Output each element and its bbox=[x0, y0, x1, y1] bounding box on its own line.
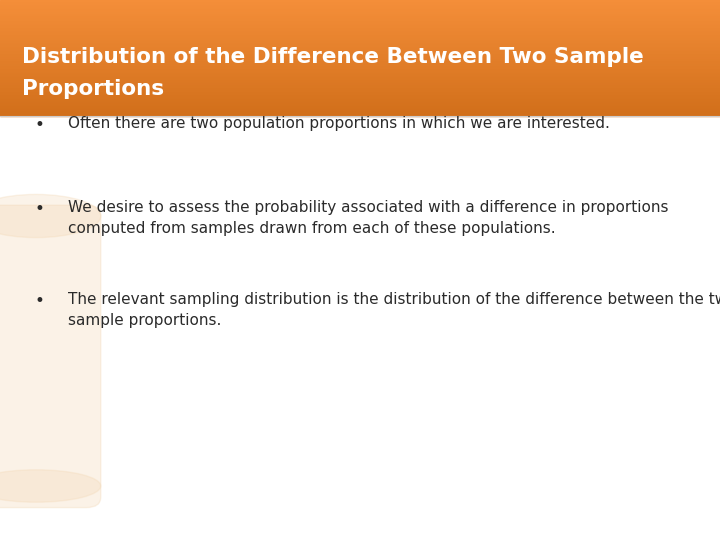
Bar bbox=[0, 113, 720, 114]
Bar bbox=[0, 26, 720, 28]
Bar bbox=[0, 87, 720, 89]
Text: The relevant sampling distribution is the distribution of the difference between: The relevant sampling distribution is th… bbox=[68, 292, 720, 328]
Bar bbox=[0, 71, 720, 72]
Bar bbox=[0, 29, 720, 30]
Bar bbox=[0, 53, 720, 55]
Bar bbox=[0, 0, 720, 2]
Text: Often there are two population proportions in which we are interested.: Often there are two population proportio… bbox=[68, 116, 611, 131]
Bar bbox=[0, 40, 720, 42]
Bar bbox=[0, 55, 720, 57]
Bar bbox=[0, 68, 720, 70]
Bar bbox=[0, 42, 720, 44]
Bar bbox=[0, 99, 720, 100]
Bar bbox=[0, 102, 720, 103]
Bar bbox=[0, 22, 720, 23]
Bar bbox=[0, 114, 720, 116]
Bar bbox=[0, 23, 720, 25]
Bar bbox=[0, 80, 720, 81]
Bar bbox=[0, 39, 720, 40]
Bar bbox=[0, 10, 720, 11]
Bar bbox=[0, 76, 720, 77]
Bar bbox=[0, 46, 720, 48]
Bar bbox=[0, 78, 720, 80]
Bar bbox=[0, 28, 720, 29]
Bar bbox=[0, 21, 720, 22]
Bar bbox=[0, 103, 720, 105]
Bar bbox=[0, 107, 720, 109]
Bar bbox=[0, 51, 720, 52]
Bar bbox=[0, 45, 720, 46]
Bar bbox=[0, 86, 720, 87]
Bar bbox=[0, 4, 720, 6]
Bar bbox=[0, 83, 720, 84]
Text: We desire to assess the probability associated with a difference in proportions
: We desire to assess the probability asso… bbox=[68, 200, 669, 237]
Bar bbox=[0, 38, 720, 39]
Bar bbox=[0, 25, 720, 26]
Bar bbox=[0, 91, 720, 93]
Bar bbox=[0, 16, 720, 17]
Bar bbox=[0, 3, 720, 4]
Bar bbox=[0, 44, 720, 45]
Bar bbox=[0, 63, 720, 64]
Ellipse shape bbox=[0, 194, 101, 238]
Bar bbox=[0, 6, 720, 7]
Bar bbox=[0, 105, 720, 106]
Bar bbox=[0, 13, 720, 15]
Bar bbox=[0, 100, 720, 102]
Bar bbox=[0, 97, 720, 99]
Text: Proportions: Proportions bbox=[22, 79, 163, 99]
Bar bbox=[0, 57, 720, 58]
FancyBboxPatch shape bbox=[0, 205, 101, 508]
Bar bbox=[0, 65, 720, 67]
Bar bbox=[0, 94, 720, 96]
Bar bbox=[0, 58, 720, 59]
Ellipse shape bbox=[0, 470, 101, 502]
Bar bbox=[0, 35, 720, 36]
Bar bbox=[0, 11, 720, 13]
Bar bbox=[0, 7, 720, 9]
Bar bbox=[0, 70, 720, 71]
Bar bbox=[0, 106, 720, 107]
Bar bbox=[0, 2, 720, 3]
Bar bbox=[0, 74, 720, 76]
Text: •: • bbox=[35, 200, 45, 218]
Bar bbox=[0, 59, 720, 61]
Text: •: • bbox=[35, 116, 45, 134]
Bar bbox=[0, 89, 720, 90]
Bar bbox=[0, 109, 720, 110]
Bar bbox=[0, 93, 720, 94]
Bar bbox=[0, 32, 720, 33]
Bar bbox=[0, 49, 720, 51]
Text: •: • bbox=[35, 292, 45, 309]
Bar bbox=[0, 90, 720, 91]
Bar bbox=[0, 52, 720, 53]
Bar bbox=[0, 30, 720, 32]
Bar bbox=[0, 48, 720, 49]
Bar bbox=[0, 112, 720, 113]
Bar bbox=[0, 84, 720, 86]
Bar bbox=[0, 33, 720, 35]
Bar bbox=[0, 19, 720, 21]
Text: Distribution of the Difference Between Two Sample: Distribution of the Difference Between T… bbox=[22, 46, 644, 67]
Bar bbox=[0, 77, 720, 78]
Bar bbox=[0, 64, 720, 65]
Bar bbox=[0, 67, 720, 68]
Bar bbox=[0, 15, 720, 16]
Bar bbox=[0, 96, 720, 97]
Bar bbox=[0, 82, 720, 83]
Bar bbox=[0, 61, 720, 63]
Bar bbox=[0, 36, 720, 38]
Bar bbox=[0, 9, 720, 10]
Bar bbox=[0, 72, 720, 74]
Bar bbox=[0, 17, 720, 19]
Bar bbox=[0, 110, 720, 112]
